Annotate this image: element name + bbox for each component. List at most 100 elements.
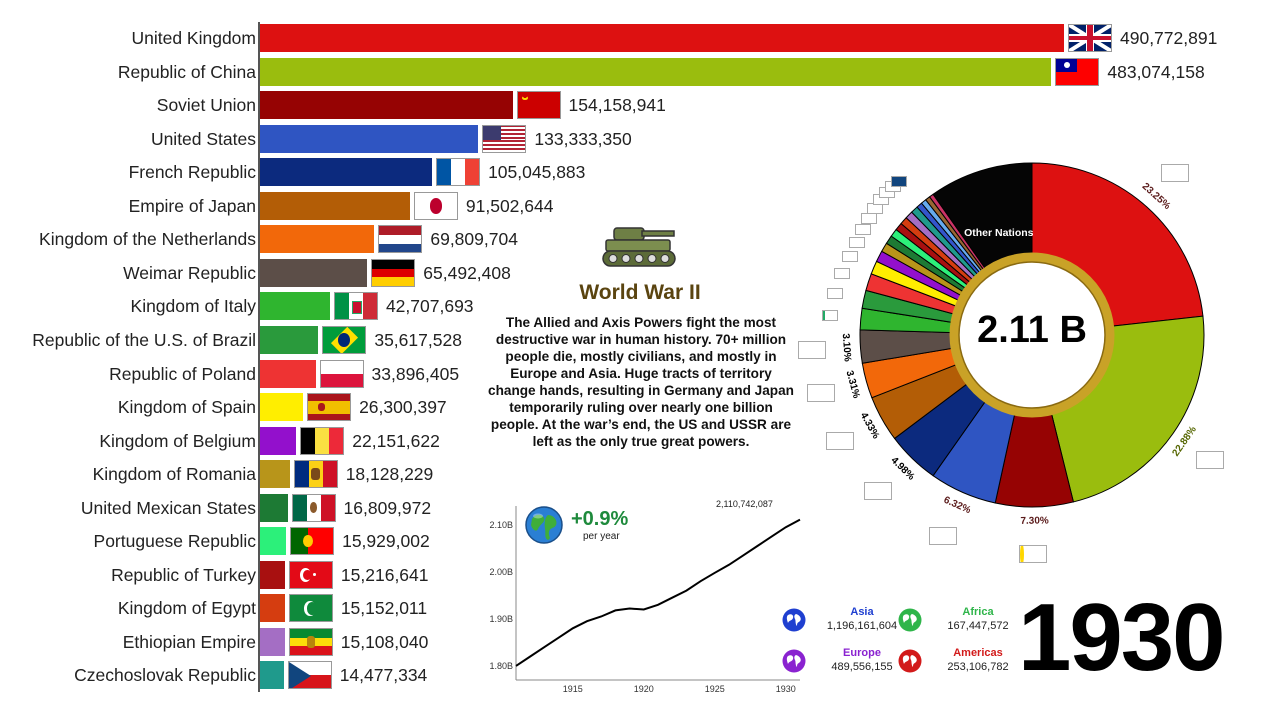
bar-value: 15,929,002 [342, 531, 430, 552]
line-y-tick: 1.90B [489, 614, 513, 624]
bar [260, 527, 287, 556]
continent-value: 253,106,782 [947, 661, 1009, 673]
portugal-flag-icon [290, 527, 335, 556]
growth-unit: per year [583, 531, 620, 542]
bar-value: 15,152,011 [340, 598, 428, 619]
line-x-tick: 1930 [776, 684, 796, 694]
bar-label: Czechoslovak Republic [74, 665, 256, 686]
bar-label: Republic of China [117, 61, 256, 82]
bar-label: Portuguese Republic [93, 531, 256, 552]
roc-flag-icon [1196, 451, 1224, 469]
bar-label: Kingdom of Egypt [117, 598, 256, 619]
bar [260, 493, 288, 522]
spain-flag-icon [307, 393, 352, 422]
spain-flag-icon [842, 251, 858, 262]
bar-value: 26,300,397 [359, 397, 447, 418]
globe-icon [782, 649, 806, 673]
bar-label: Weimar Republic [123, 262, 256, 283]
germany-flag-icon [798, 341, 826, 359]
italy-flag-icon [333, 292, 378, 321]
pie-percent-label: 3.10% [840, 333, 853, 362]
japan-flag-icon [826, 432, 854, 450]
bar-axis-line [258, 22, 260, 692]
bar [260, 225, 375, 254]
bar [260, 460, 290, 489]
bar [260, 191, 410, 220]
netherlands-flag-icon [807, 384, 835, 402]
bar-value: 65,492,408 [423, 262, 511, 283]
bar-value: 105,045,883 [488, 162, 586, 183]
japan-flag-icon [413, 191, 458, 220]
continent-europe: Europe 489,556,155 [782, 647, 912, 677]
brazil-flag-icon [827, 288, 843, 299]
mexico-flag-icon [291, 493, 336, 522]
bar-label: French Republic [128, 162, 256, 183]
globe-icon [782, 608, 806, 632]
bar-label: United States [150, 128, 256, 149]
romania-flag-icon [855, 224, 871, 235]
bar-label: Empire of Japan [128, 195, 256, 216]
bar-value: 35,617,528 [374, 329, 462, 350]
romania-flag-icon [293, 460, 338, 489]
continent-name: Americas [953, 647, 1003, 659]
bar [260, 292, 330, 321]
mexico-flag-icon [861, 213, 877, 224]
continent-name: Asia [850, 606, 874, 618]
bar-label: Soviet Union [156, 95, 256, 116]
bar-value: 133,333,350 [534, 128, 632, 149]
event-description: The Allied and Axis Powers fight the mos… [488, 315, 794, 449]
bar-label: Republic of Turkey [111, 564, 256, 585]
world-population-total: 2.11 B [977, 309, 1087, 351]
poland-flag-icon [834, 268, 850, 279]
bar-value: 33,896,405 [371, 363, 460, 384]
line-x-tick: 1920 [634, 684, 654, 694]
egypt-flag-icon [288, 594, 333, 623]
bar [260, 91, 513, 120]
year-counter: 1930 [1018, 584, 1226, 691]
belgium-flag-icon [849, 237, 865, 248]
ethiopia-flag-icon [288, 627, 333, 656]
bar-value: 69,809,704 [430, 229, 518, 250]
bar [260, 594, 285, 623]
continent-americas: Americas 253,106,782 [898, 647, 1028, 677]
uk-flag-icon [1068, 24, 1112, 52]
bar-label: Kingdom of Belgium [99, 430, 256, 451]
population-share-pie: Other Nations23.25%22.88%7.30%6.32%4.98%… [798, 162, 1224, 563]
bar-label: Kingdom of Romania [92, 464, 256, 485]
line-x-tick: 1925 [705, 684, 725, 694]
line-y-tick: 2.10B [489, 520, 513, 530]
globe-icon [525, 506, 563, 544]
bar-label: Kingdom of Italy [130, 296, 256, 317]
bar-label: Republic of the U.S. of Brazil [32, 329, 256, 350]
bar [260, 560, 285, 589]
bar [260, 57, 1052, 86]
bar-value: 15,108,040 [340, 631, 429, 652]
bar-value: 18,128,229 [345, 464, 434, 485]
continent-name: Europe [843, 647, 881, 659]
france-flag-icon [436, 158, 481, 187]
bar-label: Kingdom of Spain [117, 397, 256, 418]
bar-value: 16,809,972 [343, 497, 432, 518]
line-y-tick: 2.00B [489, 567, 513, 577]
bar [260, 393, 304, 422]
france-flag-icon [864, 482, 892, 500]
bar-label: United Kingdom [131, 28, 256, 48]
uk-flag-icon [1161, 164, 1189, 182]
bar-value: 22,151,622 [352, 430, 440, 451]
bar-value: 15,216,641 [340, 564, 429, 585]
us-flag-icon [929, 527, 957, 545]
bar-value: 483,074,158 [1107, 61, 1205, 82]
bar-value: 42,707,693 [385, 296, 474, 317]
soviet-flag-icon [1019, 545, 1047, 563]
bar-value: 91,502,644 [465, 195, 554, 216]
bar-value: 490,772,891 [1120, 28, 1218, 48]
pie-percent-label: 4.33% [858, 411, 881, 441]
continent-africa: Africa 167,447,572 [898, 606, 1028, 636]
bar [260, 258, 368, 287]
globe-icon [898, 608, 922, 632]
population-line [515, 518, 801, 667]
soviet-flag-icon [516, 91, 561, 120]
continent-value: 1,196,161,604 [826, 620, 898, 632]
czechoslovakia-flag-icon [891, 176, 907, 187]
